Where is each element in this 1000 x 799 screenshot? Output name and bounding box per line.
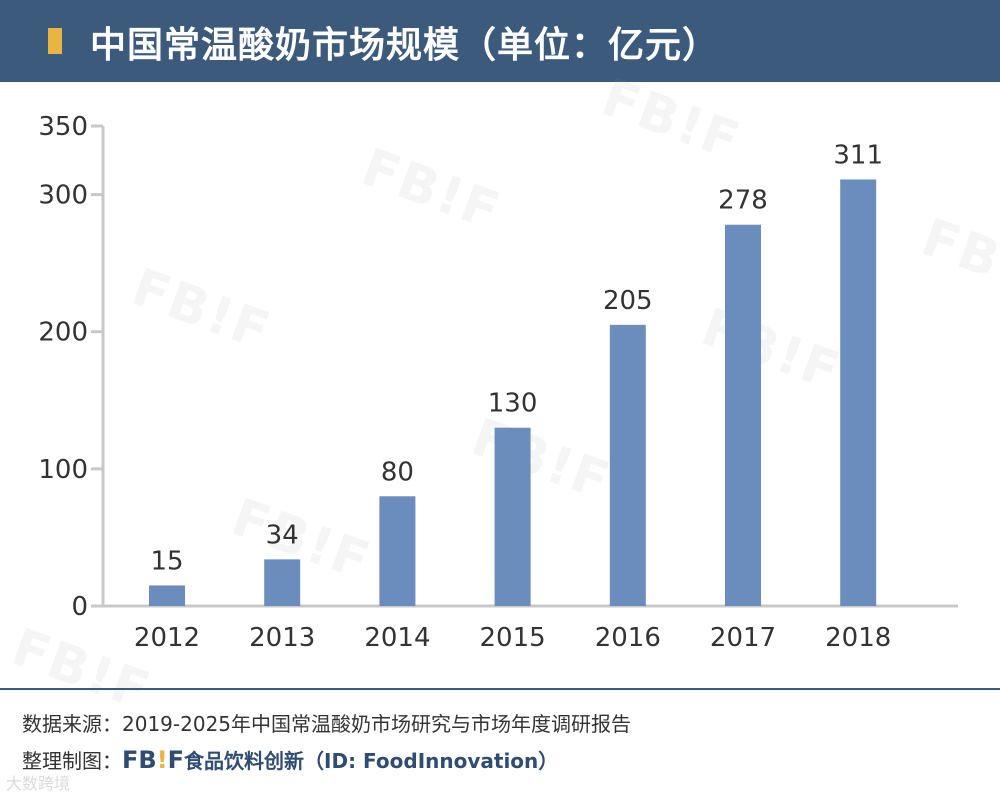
data-label: 15	[150, 546, 183, 576]
x-tick-label: 2015	[480, 623, 546, 653]
bar	[149, 585, 185, 606]
header-bar: 中国常温酸奶市场规模（单位：亿元）	[0, 0, 1000, 82]
data-label: 311	[833, 140, 883, 170]
corner-watermark: 大数跨境	[6, 774, 71, 793]
brand-bang: !	[156, 746, 168, 774]
y-tick-label: 200	[38, 318, 88, 348]
x-tick-label: 2018	[825, 623, 891, 653]
brand-f: F	[167, 746, 185, 774]
chart-title: 中国常温酸奶市场规模（单位：亿元）	[90, 25, 720, 66]
x-tick-label: 2016	[595, 623, 661, 653]
bar	[494, 427, 531, 606]
y-tick-label: 350	[38, 112, 88, 142]
data-label: 130	[488, 389, 538, 419]
brand-fb: FB	[122, 746, 157, 774]
data-label: 205	[603, 286, 653, 316]
bar	[609, 324, 646, 606]
title-marker	[48, 28, 62, 54]
y-tick-label: 300	[38, 181, 88, 211]
x-tick-label: 2017	[710, 623, 776, 653]
y-tick-label: 0	[71, 592, 88, 622]
data-label: 80	[381, 457, 414, 487]
y-tick-label: 100	[38, 455, 88, 485]
data-label: 278	[718, 186, 768, 216]
x-tick-label: 2013	[249, 623, 315, 653]
bar	[840, 179, 877, 606]
x-tick-label: 2014	[364, 623, 430, 653]
data-source: 数据来源：2019-2025年中国常温酸奶市场研究与市场年度调研报告	[22, 712, 632, 736]
bar	[379, 496, 416, 606]
made-by-prefix: 整理制图：	[22, 749, 122, 773]
bar	[264, 559, 301, 606]
made-by: 整理制图：FB!F食品饮料创新（ID: FoodInnovation）	[22, 745, 558, 774]
x-tick-label: 2012	[134, 623, 200, 653]
bar-chart: 0 100 200 300 350 15 2012 34 2013 80 2014 130 2015 20…	[38, 112, 958, 653]
data-label: 34	[266, 520, 299, 550]
bar	[725, 224, 761, 606]
brand-logo: FB!F食品饮料创新（ID: FoodInnovation）	[122, 746, 559, 774]
footer-divider	[0, 688, 1000, 690]
brand-name: 食品饮料创新（ID: FoodInnovation）	[184, 749, 559, 773]
